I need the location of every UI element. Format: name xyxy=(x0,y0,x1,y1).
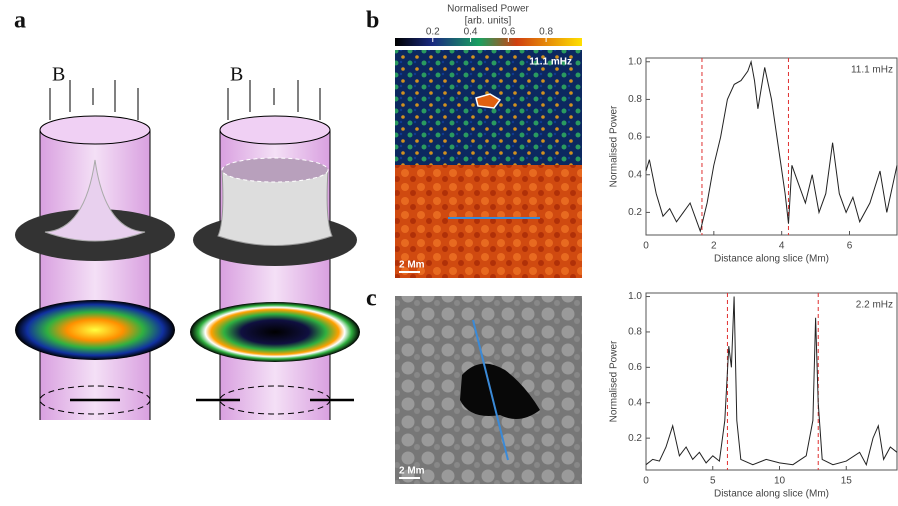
x-tick-label: 0 xyxy=(643,241,649,252)
colorbar xyxy=(395,38,582,46)
annotation: 11.1 mHz xyxy=(851,65,893,76)
line xyxy=(645,59,898,233)
panel-label: a xyxy=(14,8,26,34)
x-tick-label: 2 xyxy=(711,241,717,252)
x-tick-label: 15 xyxy=(841,476,853,487)
x-axis-label: Distance along slice (Mm) xyxy=(714,489,829,500)
y-tick-label: 0.2 xyxy=(628,207,642,218)
colorbar-title: Normalised Power xyxy=(447,4,529,15)
y-tick-label: 1.0 xyxy=(628,291,642,302)
y-tick-label: 1.0 xyxy=(628,56,642,67)
plot-frame xyxy=(645,292,898,471)
colorbar-tick-label: 0.6 xyxy=(501,27,515,38)
y-axis-label: Normalised Power xyxy=(609,105,620,187)
x-axis-label: Distance along slice (Mm) xyxy=(714,254,829,265)
colorbar-tick-label: 0.8 xyxy=(539,27,553,38)
panel-label: b xyxy=(366,8,379,34)
colorbar-tick-label: 0.4 xyxy=(464,27,478,38)
y-tick-label: 0.6 xyxy=(628,362,642,373)
x-tick-label: 4 xyxy=(779,241,785,252)
y-tick-label: 0.4 xyxy=(628,169,642,180)
y-tick-label: 0.6 xyxy=(628,132,642,143)
intensity-map xyxy=(395,165,582,278)
x-tick-label: 0 xyxy=(643,476,649,487)
y-tick-label: 0.2 xyxy=(628,433,642,444)
image-label: 11.1 mHz xyxy=(529,57,572,68)
illustration xyxy=(15,80,360,420)
y-tick-label: 0.8 xyxy=(628,94,642,105)
plot-frame xyxy=(645,57,898,236)
y-tick-label: 0.8 xyxy=(628,327,642,338)
y-tick-label: 0.4 xyxy=(628,397,642,408)
colorbar-tick-label: 0.2 xyxy=(426,27,440,38)
contour xyxy=(475,93,502,109)
line xyxy=(645,296,898,467)
x-tick-label: 10 xyxy=(774,476,786,487)
colorbar-units: [arb. units] xyxy=(465,16,512,27)
field-label: B xyxy=(52,64,65,86)
field-label: B xyxy=(230,64,243,86)
pore xyxy=(460,363,540,419)
panel-label: c xyxy=(366,286,377,312)
slice xyxy=(472,319,509,461)
y-axis-label: Normalised Power xyxy=(609,340,620,422)
x-tick-label: 5 xyxy=(710,476,716,487)
annotation: 2.2 mHz xyxy=(856,300,893,311)
x-tick-label: 6 xyxy=(847,241,853,252)
scale-label: 2 Mm xyxy=(399,466,425,477)
scale-label: 2 Mm xyxy=(399,260,425,271)
